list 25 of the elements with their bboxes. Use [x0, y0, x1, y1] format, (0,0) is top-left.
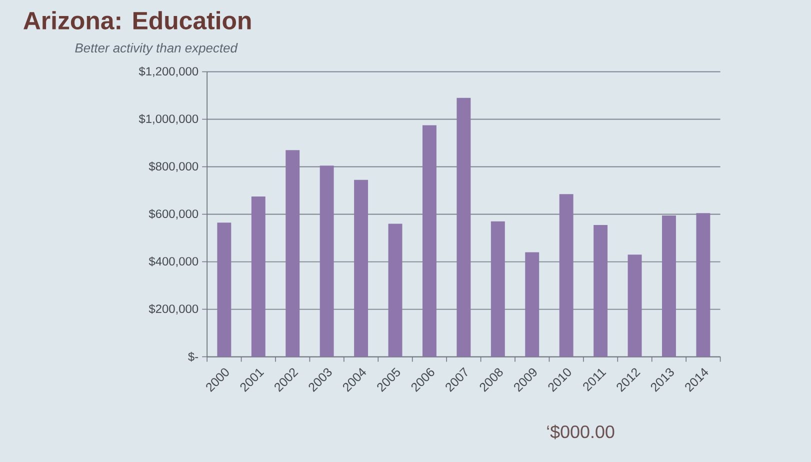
- y-tick-label: $400,000: [148, 256, 198, 267]
- bar: [662, 215, 676, 357]
- bar: [456, 98, 471, 357]
- y-tick-label: $800,000: [148, 161, 198, 172]
- bar: [320, 165, 334, 357]
- y-tick-label: $600,000: [148, 208, 198, 220]
- chart-title: Arizona: Education: [24, 10, 251, 30]
- bar: [388, 224, 402, 357]
- y-tick-label: $1,200,000: [138, 66, 198, 77]
- bar: [251, 196, 266, 357]
- y-tick-label: $200,000: [148, 304, 198, 314]
- bar: [217, 222, 232, 357]
- bar: [490, 221, 505, 357]
- text: ‘$000.00: [547, 424, 614, 440]
- bar: [422, 124, 436, 357]
- bar: [286, 150, 300, 357]
- bar: [594, 224, 608, 357]
- bar: [354, 180, 368, 357]
- bar: [696, 212, 710, 357]
- y-tick-label: $-: [188, 352, 198, 362]
- chart-subtitle: Better activity than expected: [75, 42, 238, 55]
- bar: [628, 254, 642, 357]
- y-tick-label: $1,000,000: [138, 114, 198, 124]
- bar: [559, 194, 574, 357]
- bar: [525, 252, 540, 357]
